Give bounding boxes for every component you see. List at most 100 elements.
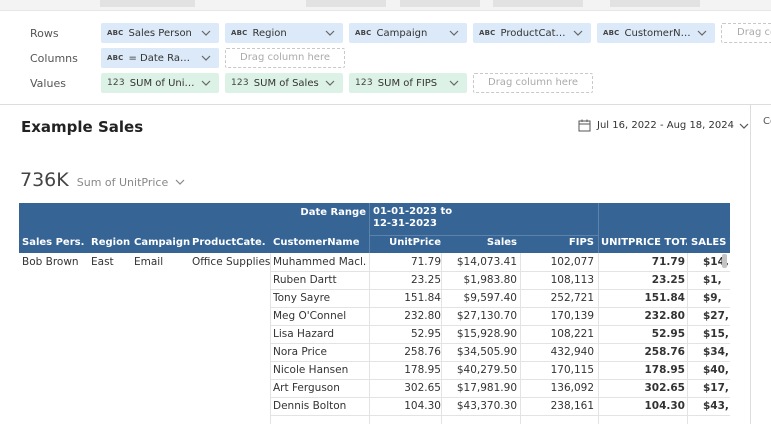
header-product-category[interactable]: ProductCate... — [192, 237, 266, 248]
header-sales[interactable]: Sales — [486, 237, 517, 248]
cell-sales: $15,928.90 — [456, 328, 517, 340]
table-row[interactable]: Muhammed Macl... 71.79 $14,073.41 102,07… — [19, 253, 730, 271]
header-region[interactable]: Region — [91, 237, 131, 248]
cell-sales-total: $27, — [703, 310, 729, 322]
cell-unitprice-total: 178.95 — [644, 364, 685, 376]
chip-label: SUM of UnitP... — [129, 77, 195, 89]
cell-fips: 238,161 — [550, 400, 594, 412]
top-tab[interactable] — [100, 0, 195, 7]
column-chip-date-range[interactable]: ABC = Date Range — [101, 48, 219, 68]
chip-label: Campaign — [376, 27, 428, 39]
chevron-down-icon[interactable] — [199, 76, 213, 90]
row-chip-sales-person[interactable]: ABC Sales Person — [101, 23, 219, 43]
cell-sales: $34,505.90 — [456, 346, 517, 358]
cell-sales: $17,981.90 — [456, 382, 517, 394]
table-row[interactable]: Dennis Bolton 104.30 $43,370.30 238,161 … — [19, 397, 730, 415]
cell-customer: Dennis Bolton — [273, 400, 347, 412]
header-unitprice-total[interactable]: UNITPRICE TOTAL — [601, 237, 687, 248]
config-divider — [0, 104, 771, 105]
cell-customer: Lisa Hazard — [273, 328, 335, 340]
table-row[interactable]: Art Ferguson 302.65 $17,981.90 136,092 3… — [19, 379, 730, 397]
top-tab[interactable] — [493, 0, 583, 7]
chevron-down-icon[interactable] — [447, 26, 461, 40]
chevron-down-icon[interactable] — [323, 26, 337, 40]
header-unitprice[interactable]: UnitPrice — [389, 237, 441, 248]
cell-sales: $40,279.50 — [456, 364, 517, 376]
chevron-down-icon[interactable] — [571, 26, 585, 40]
cell-customer: Tony Sayre — [273, 292, 331, 304]
cell-campaign: Email — [134, 256, 164, 268]
cell-fips: 102,077 — [550, 256, 594, 268]
table-row[interactable]: Ruben Dartt 23.25 $1,983.80 108,113 23.2… — [19, 271, 730, 289]
header-fips[interactable]: FIPS — [568, 237, 594, 248]
rows-drop-zone[interactable]: Drag co — [721, 23, 771, 43]
chevron-down-icon[interactable] — [199, 26, 213, 40]
table-row[interactable]: Meg O'Connel 232.80 $27,130.70 170,139 2… — [19, 307, 730, 325]
cell-sales-total: $34, — [703, 346, 729, 358]
cell-unitprice: 302.65 — [404, 382, 441, 394]
table-row[interactable]: Lisa Hazard 52.95 $15,928.90 108,221 52.… — [19, 325, 730, 343]
cell-sales: $27,130.70 — [456, 310, 517, 322]
cell-unitprice: 104.30 — [404, 400, 441, 412]
cell-fips: 108,113 — [550, 274, 594, 286]
top-tab[interactable] — [306, 0, 386, 7]
kpi-measure-selector[interactable]: Sum of UnitPrice — [76, 176, 169, 189]
period-header[interactable]: 01-01-2023 to 12-31-2023 — [373, 206, 453, 229]
value-chip-unitprice[interactable]: 123 SUM of UnitP... — [101, 73, 219, 93]
group-row: Bob Brown East Email Office Supplies — [19, 253, 730, 271]
row-chip-product-category[interactable]: ABC ProductCate... — [473, 23, 591, 43]
cell-customer: Art Ferguson — [273, 382, 340, 394]
chevron-down-icon[interactable] — [695, 26, 709, 40]
table-row[interactable]: Nora Price 258.76 $34,505.90 432,940 258… — [19, 343, 730, 361]
pivot-table: Date Range 01-01-2023 to 12-31-2023 Sale… — [19, 203, 730, 424]
table-row[interactable]: Tony Sayre 151.84 $9,597.40 252,721 151.… — [19, 289, 730, 307]
chip-label: SUM of FIPS — [377, 77, 438, 89]
value-chip-sales[interactable]: 123 SUM of Sales — [225, 73, 343, 93]
chip-label: Region — [252, 27, 287, 39]
header-sales-total[interactable]: SALES TO — [691, 237, 730, 248]
calendar-icon — [578, 119, 591, 132]
table-row[interactable]: Nicole Hansen 178.95 $40,279.50 170,115 … — [19, 361, 730, 379]
row-chip-customer-name[interactable]: ABC CustomerNa... — [597, 23, 715, 43]
chevron-down-icon[interactable] — [199, 51, 213, 65]
top-tab[interactable] — [610, 0, 700, 7]
header-campaign[interactable]: Campaign — [134, 237, 190, 248]
cell-customer: Nicole Hansen — [273, 364, 349, 376]
cell-customer: Meg O'Connel — [273, 310, 347, 322]
value-chip-fips[interactable]: 123 SUM of FIPS — [349, 73, 467, 93]
number-type-icon: 123 — [231, 78, 249, 88]
text-type-icon: ABC — [231, 29, 248, 37]
cell-customer: Nora Price — [273, 346, 327, 358]
values-config-row: Values 123 SUM of UnitP... 123 SUM of Sa… — [0, 73, 771, 95]
cell-unitprice: 178.95 — [404, 364, 441, 376]
chevron-down-icon[interactable] — [447, 76, 461, 90]
cell-unitprice-total: 232.80 — [644, 310, 685, 322]
top-tab-strip — [0, 0, 771, 11]
text-type-icon: ABC — [355, 29, 372, 37]
table-header: Date Range 01-01-2023 to 12-31-2023 Sale… — [19, 203, 730, 253]
cell-customer: Muhammed Macl... — [273, 256, 367, 268]
cell-fips: 252,721 — [550, 292, 594, 304]
date-range-filter[interactable]: Jul 16, 2022 - Aug 18, 2024 — [578, 119, 750, 132]
cell-sales-total: $9, — [703, 292, 722, 304]
chevron-down-icon — [739, 123, 749, 129]
cell-fips: 108,221 — [550, 328, 594, 340]
cell-sales: $1,983.80 — [463, 274, 517, 286]
text-type-icon: ABC — [107, 54, 124, 62]
chip-label: Sales Person — [128, 27, 192, 39]
table-scrollbar-thumb[interactable] — [722, 254, 727, 268]
header-sales-person[interactable]: Sales Pers... — [22, 237, 84, 248]
row-chip-region[interactable]: ABC Region — [225, 23, 343, 43]
cell-sales-total: $17, — [703, 382, 729, 394]
cell-sales-total: $43, — [703, 400, 729, 412]
values-drop-zone[interactable]: Drag column here — [473, 73, 593, 93]
top-tab[interactable] — [400, 0, 480, 7]
chevron-down-icon[interactable] — [323, 76, 337, 90]
chip-label: ProductCate... — [500, 27, 568, 39]
columns-drop-zone[interactable]: Drag column here — [225, 48, 345, 68]
chevron-down-icon[interactable] — [174, 176, 186, 188]
report-title: Example Sales — [21, 118, 144, 136]
row-chip-campaign[interactable]: ABC Campaign — [349, 23, 467, 43]
header-customer-name[interactable]: CustomerName — [273, 237, 360, 248]
side-panel-label: Co — [763, 116, 771, 127]
